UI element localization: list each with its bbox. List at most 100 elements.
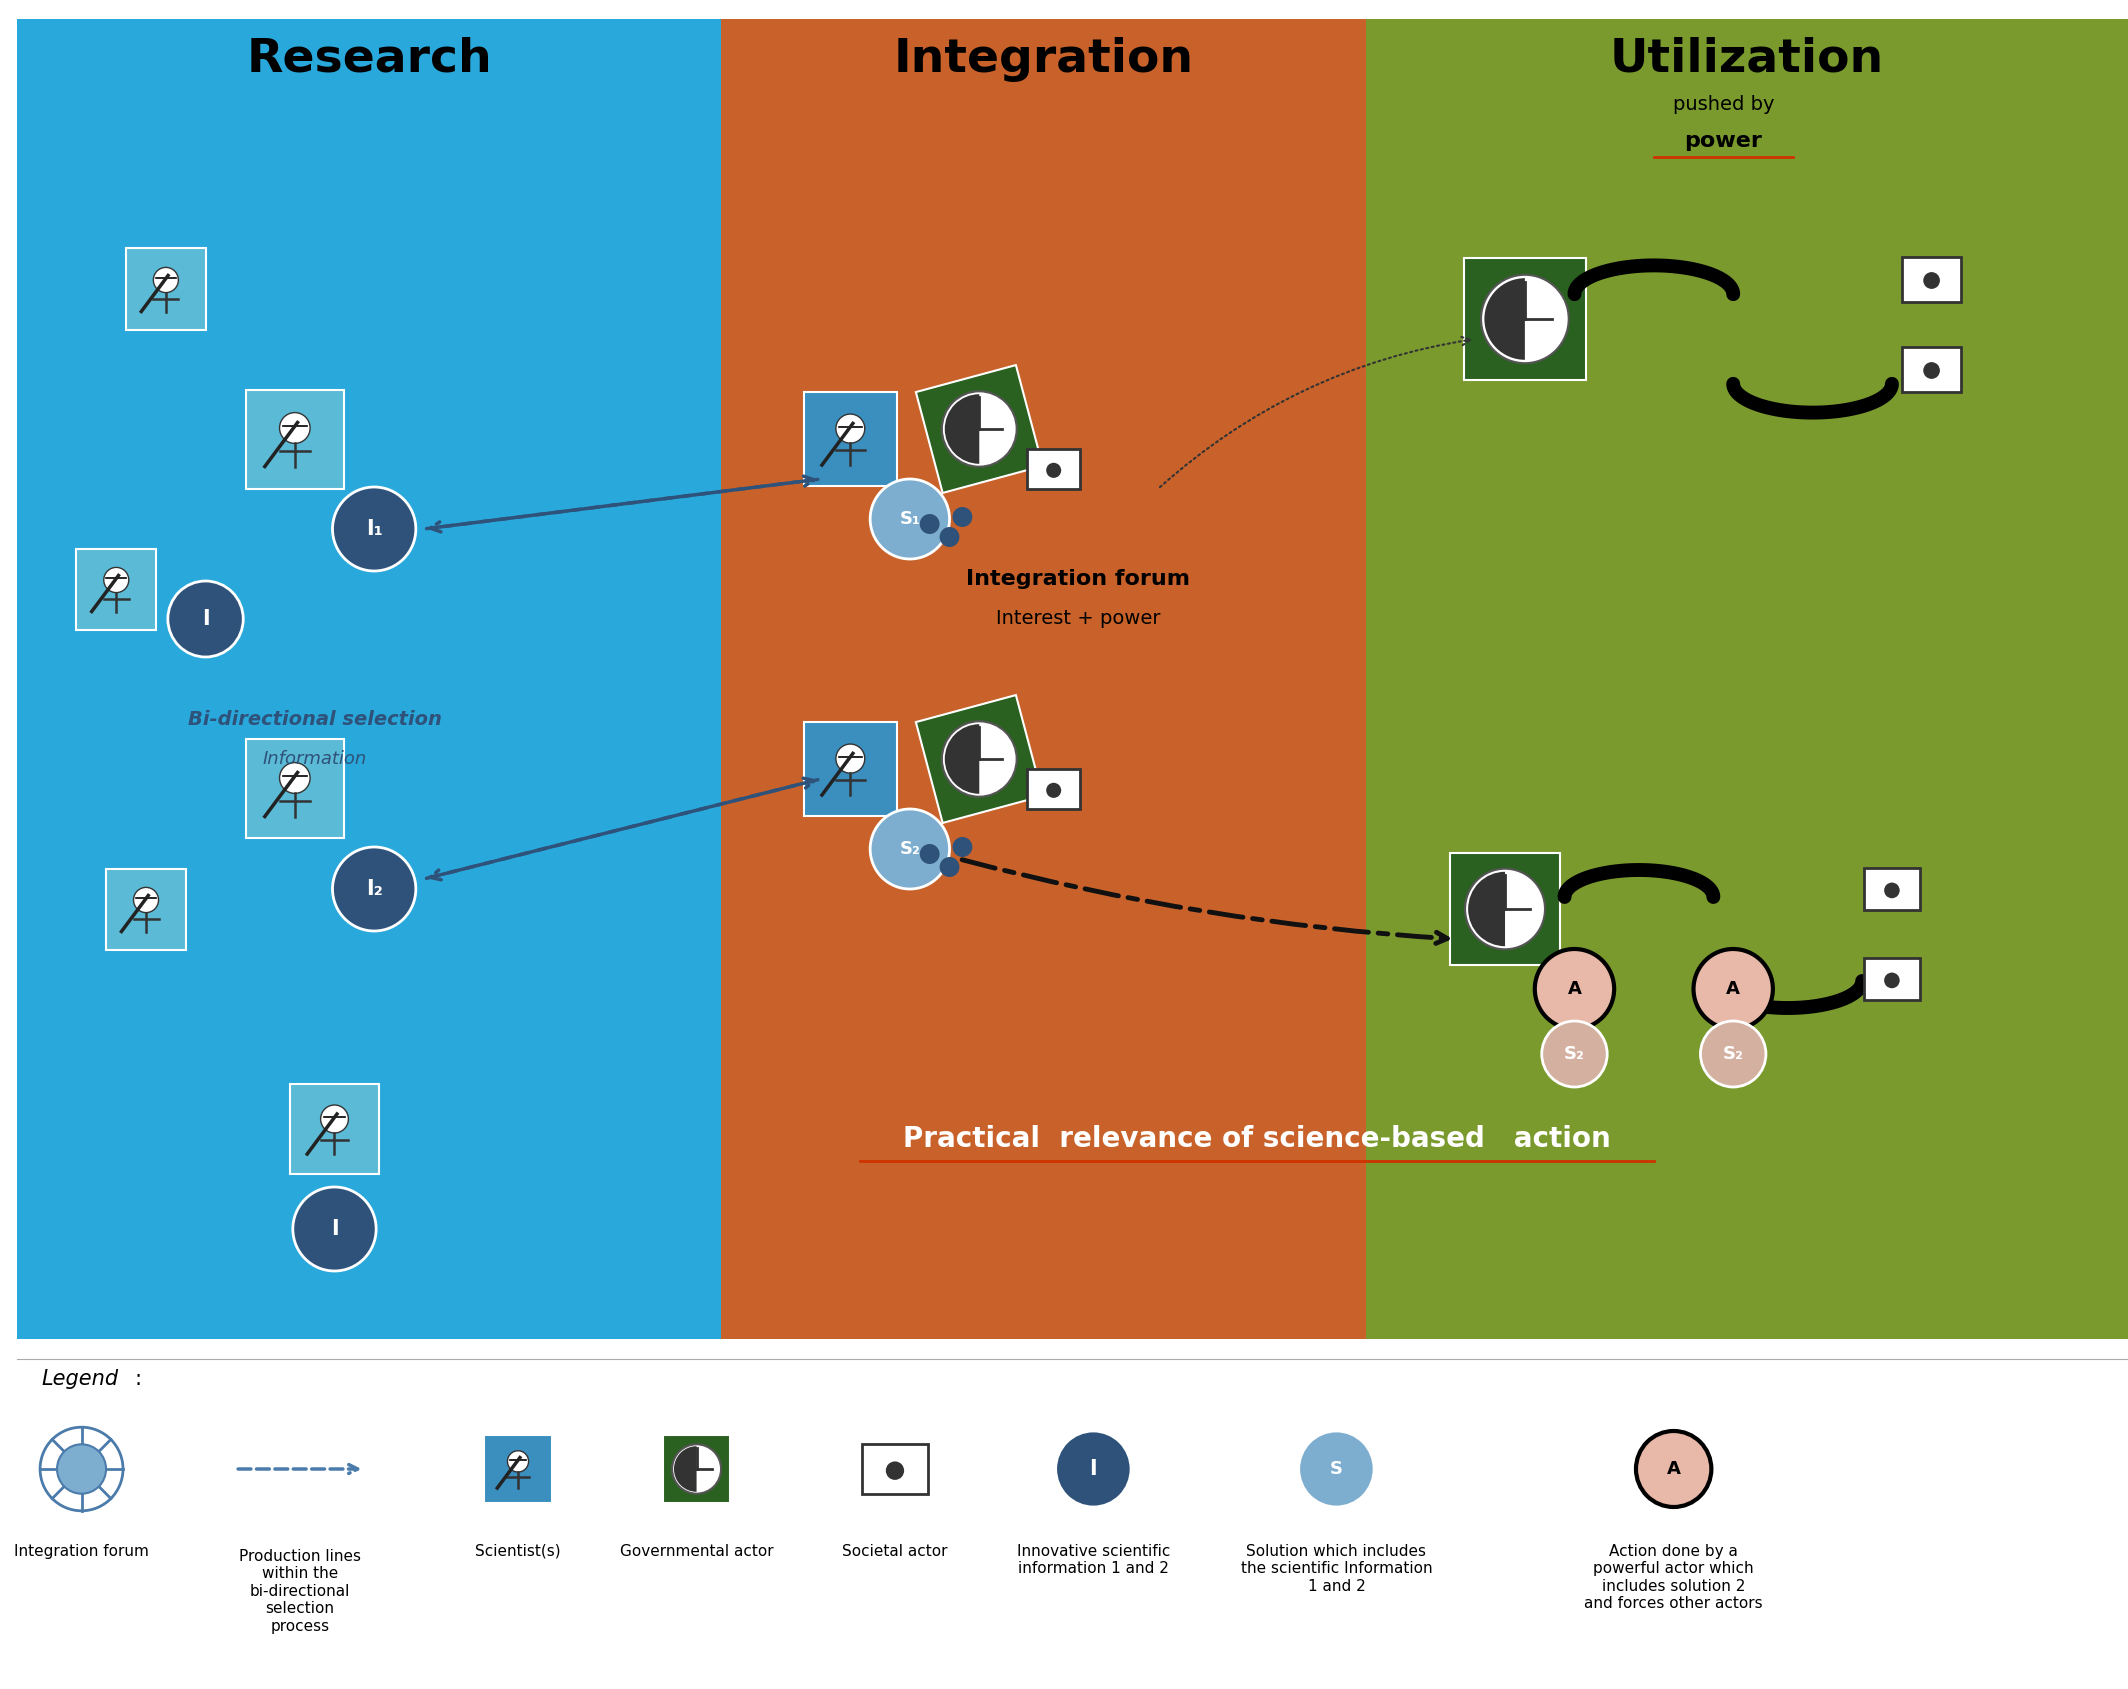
Circle shape bbox=[919, 513, 941, 534]
Circle shape bbox=[134, 887, 157, 912]
Text: S₂: S₂ bbox=[900, 839, 919, 858]
Circle shape bbox=[953, 507, 972, 527]
Text: I: I bbox=[330, 1219, 338, 1240]
Polygon shape bbox=[662, 1434, 730, 1503]
Circle shape bbox=[1055, 1431, 1132, 1507]
Circle shape bbox=[1883, 883, 1900, 899]
Circle shape bbox=[943, 721, 1017, 797]
Circle shape bbox=[1047, 463, 1062, 478]
Circle shape bbox=[332, 486, 415, 571]
Bar bbox=[289, 1084, 379, 1174]
Circle shape bbox=[1481, 275, 1568, 363]
Text: Societal actor: Societal actor bbox=[843, 1544, 947, 1559]
Bar bbox=[483, 1434, 551, 1503]
Bar bbox=[721, 19, 1366, 1339]
Text: S₂: S₂ bbox=[1564, 1045, 1585, 1062]
Circle shape bbox=[57, 1444, 106, 1493]
Circle shape bbox=[1534, 949, 1615, 1029]
Text: Integration: Integration bbox=[894, 37, 1194, 81]
Text: Scientist(s): Scientist(s) bbox=[475, 1544, 562, 1559]
Bar bbox=[804, 723, 896, 816]
Bar bbox=[1028, 449, 1081, 490]
Polygon shape bbox=[1464, 258, 1585, 380]
Circle shape bbox=[506, 1451, 528, 1473]
Text: A: A bbox=[1726, 980, 1741, 998]
Text: S₂: S₂ bbox=[1724, 1045, 1743, 1062]
Bar bbox=[804, 392, 896, 486]
Circle shape bbox=[919, 844, 941, 865]
Wedge shape bbox=[1468, 872, 1504, 946]
Text: I: I bbox=[1090, 1459, 1098, 1480]
Text: Practical  relevance of science-based   action: Practical relevance of science-based act… bbox=[902, 1125, 1611, 1154]
Circle shape bbox=[672, 1444, 721, 1493]
Text: Integration forum: Integration forum bbox=[966, 569, 1190, 589]
Circle shape bbox=[1924, 272, 1941, 289]
Circle shape bbox=[941, 856, 960, 877]
Text: Research: Research bbox=[247, 37, 492, 81]
Text: Solution which includes
the scientific Information
1 and 2: Solution which includes the scientific I… bbox=[1241, 1544, 1432, 1594]
Circle shape bbox=[104, 568, 130, 593]
Text: Action done by a
powerful actor which
includes solution 2
and forces other actor: Action done by a powerful actor which in… bbox=[1585, 1544, 1762, 1611]
Text: A: A bbox=[1666, 1459, 1681, 1478]
Bar bbox=[245, 740, 345, 838]
Wedge shape bbox=[1485, 279, 1526, 360]
Text: S₁: S₁ bbox=[900, 510, 919, 529]
Circle shape bbox=[1636, 1431, 1711, 1507]
Circle shape bbox=[953, 838, 972, 856]
Circle shape bbox=[941, 527, 960, 547]
Text: I: I bbox=[202, 610, 209, 628]
Bar bbox=[1902, 346, 1962, 392]
Text: Legend: Legend bbox=[43, 1370, 119, 1388]
Text: A: A bbox=[1568, 980, 1581, 998]
Wedge shape bbox=[675, 1446, 696, 1491]
Polygon shape bbox=[915, 365, 1043, 493]
Text: Bi-directional selection: Bi-directional selection bbox=[187, 709, 443, 728]
Circle shape bbox=[1700, 1020, 1766, 1088]
Bar bbox=[245, 390, 345, 488]
Bar bbox=[1366, 19, 2128, 1339]
Bar bbox=[1864, 958, 1919, 1000]
Circle shape bbox=[168, 581, 243, 657]
Bar bbox=[1902, 257, 1962, 302]
Bar bbox=[862, 1444, 928, 1493]
Bar bbox=[1864, 868, 1919, 910]
Text: I₁: I₁ bbox=[366, 519, 383, 539]
Circle shape bbox=[1883, 973, 1900, 988]
Bar bbox=[77, 549, 157, 630]
Wedge shape bbox=[945, 725, 979, 794]
Bar bbox=[1028, 768, 1081, 809]
Circle shape bbox=[279, 763, 311, 794]
Circle shape bbox=[1047, 782, 1062, 797]
Bar bbox=[106, 868, 185, 949]
Text: :: : bbox=[134, 1370, 140, 1388]
Circle shape bbox=[279, 412, 311, 444]
Circle shape bbox=[836, 414, 864, 443]
Text: I₂: I₂ bbox=[366, 878, 383, 899]
Text: Information: Information bbox=[262, 750, 366, 768]
Circle shape bbox=[294, 1187, 377, 1272]
Circle shape bbox=[870, 809, 949, 888]
Circle shape bbox=[1543, 1020, 1607, 1088]
Circle shape bbox=[870, 480, 949, 559]
Wedge shape bbox=[945, 394, 979, 464]
Circle shape bbox=[153, 267, 179, 292]
Text: Integration forum: Integration forum bbox=[15, 1544, 149, 1559]
Text: Governmental actor: Governmental actor bbox=[619, 1544, 772, 1559]
Circle shape bbox=[943, 392, 1017, 466]
Circle shape bbox=[1464, 868, 1545, 949]
Circle shape bbox=[321, 1105, 349, 1133]
Polygon shape bbox=[1449, 853, 1560, 964]
Circle shape bbox=[836, 745, 864, 774]
Text: Utilization: Utilization bbox=[1611, 37, 1883, 81]
Text: Innovative scientific
information 1 and 2: Innovative scientific information 1 and … bbox=[1017, 1544, 1170, 1576]
Text: power: power bbox=[1685, 132, 1762, 150]
Text: Production lines
within the
bi-directional
selection
process: Production lines within the bi-direction… bbox=[238, 1549, 362, 1633]
Text: pushed by: pushed by bbox=[1673, 95, 1775, 113]
Text: S: S bbox=[1330, 1459, 1343, 1478]
Text: Interest + power: Interest + power bbox=[996, 610, 1160, 628]
Circle shape bbox=[332, 846, 415, 931]
Bar bbox=[126, 248, 206, 329]
Circle shape bbox=[1694, 949, 1773, 1029]
Circle shape bbox=[1298, 1431, 1375, 1507]
Circle shape bbox=[885, 1461, 904, 1480]
